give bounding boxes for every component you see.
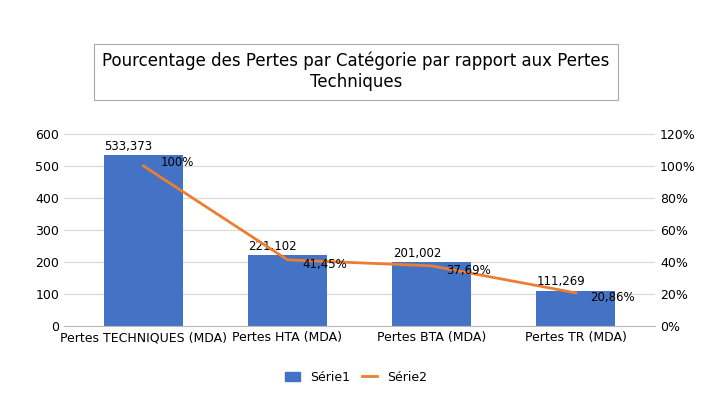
Text: 111,269: 111,269 — [537, 275, 585, 289]
Text: Pourcentage des Pertes par Catégorie par rapport aux Pertes
Techniques: Pourcentage des Pertes par Catégorie par… — [103, 52, 609, 91]
Line: Série2: Série2 — [143, 166, 576, 293]
Série2 — [283, 258, 292, 262]
Série2 — [572, 291, 580, 295]
Série2 — [427, 263, 436, 268]
Text: 100%: 100% — [161, 156, 194, 169]
Bar — [536, 291, 615, 326]
Text: 41,45%: 41,45% — [302, 258, 347, 271]
Série2 — [139, 164, 147, 168]
Text: 533,373: 533,373 — [105, 140, 152, 153]
Bar — [104, 155, 183, 326]
Text: 37,69%: 37,69% — [446, 264, 491, 277]
Bar — [248, 256, 327, 326]
Text: 20,86%: 20,86% — [590, 291, 635, 304]
Text: 221,102: 221,102 — [248, 240, 297, 253]
Legend: Série1, Série2: Série1, Série2 — [281, 367, 431, 388]
Bar — [392, 262, 471, 326]
Text: 201,002: 201,002 — [393, 247, 441, 259]
